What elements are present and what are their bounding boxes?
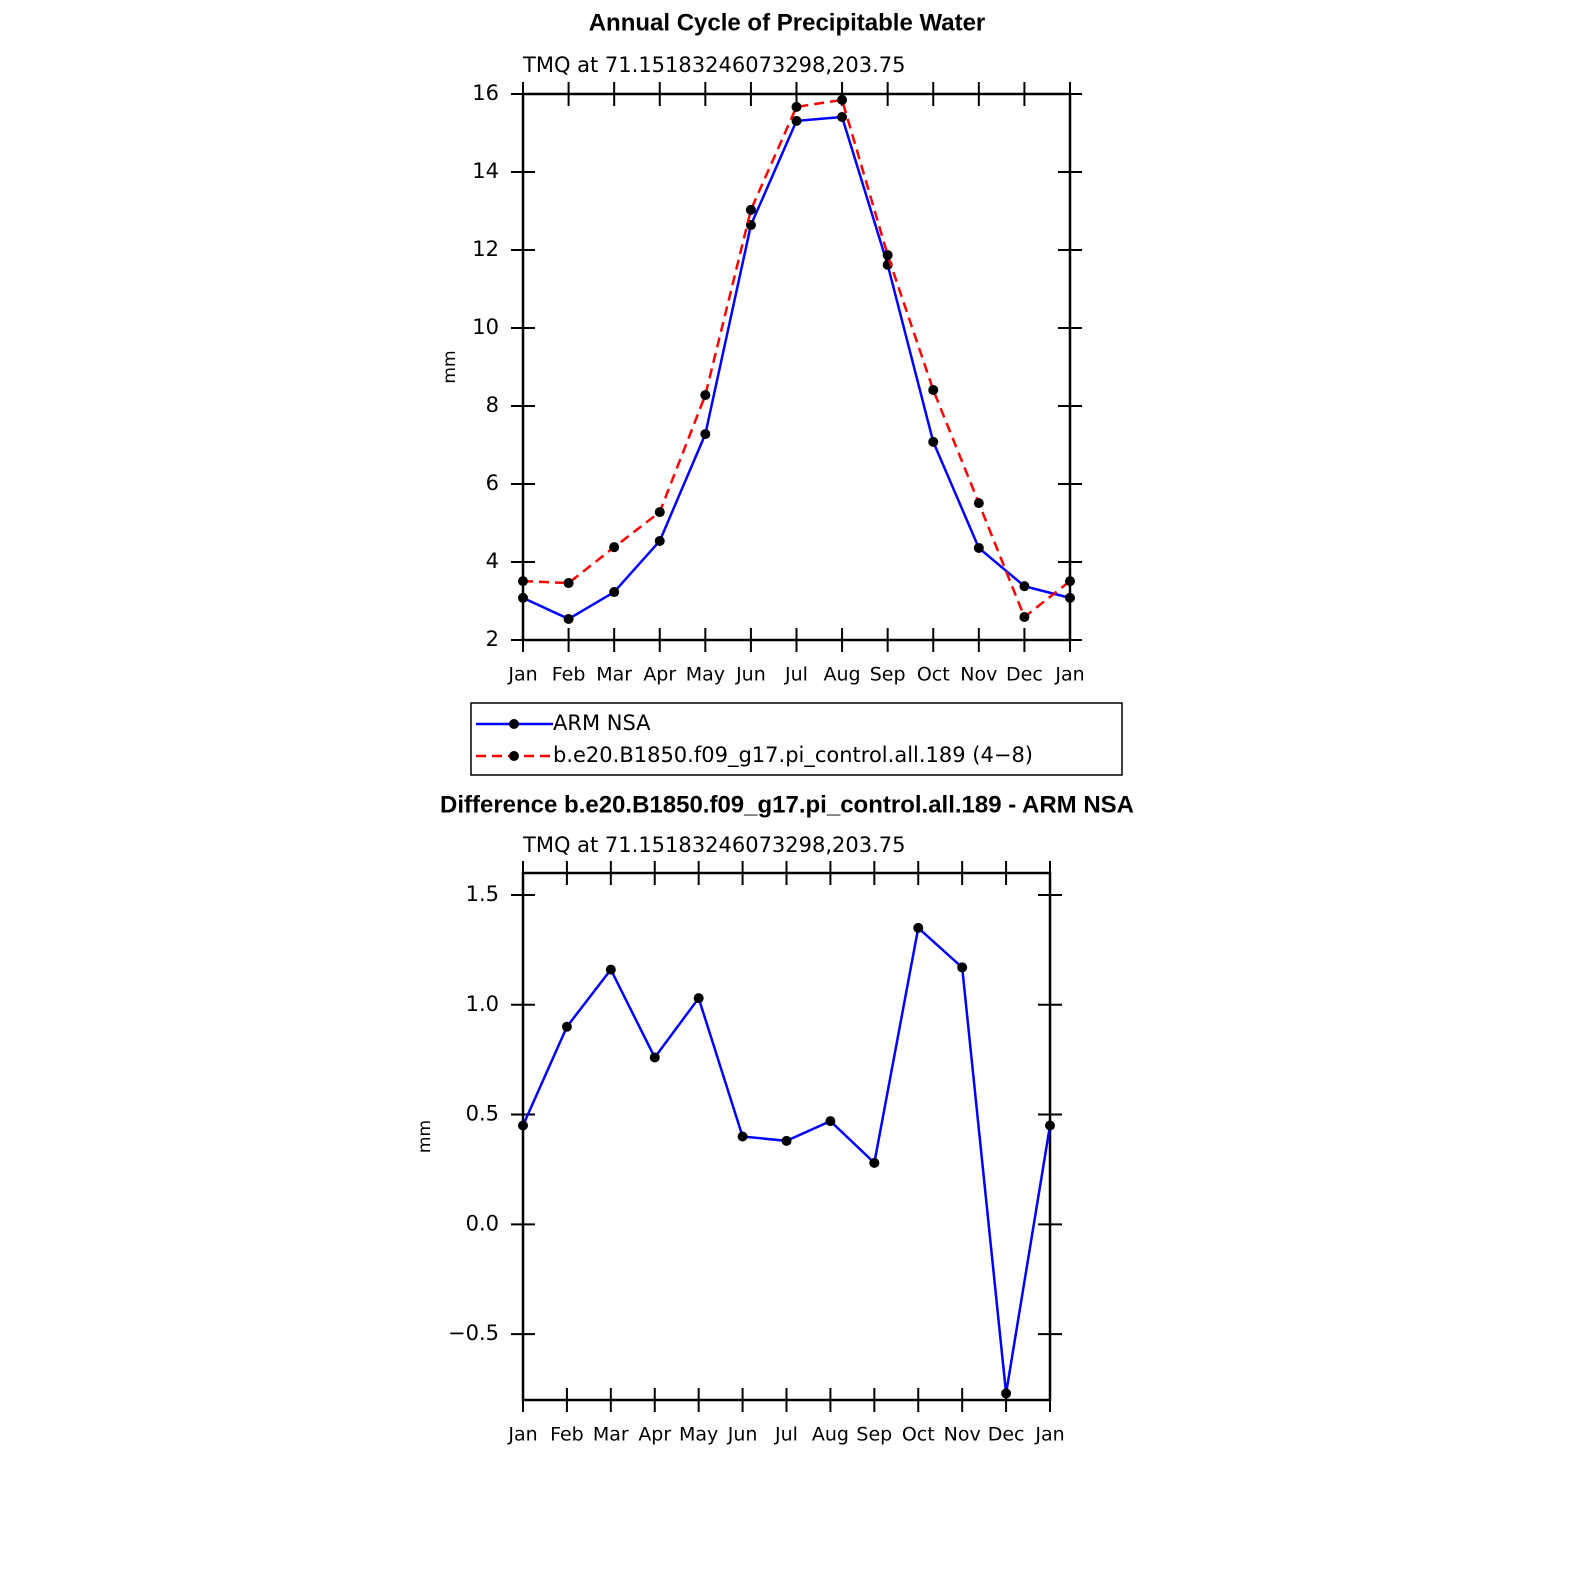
y-tick-label: 16 [472,81,499,105]
data-point [654,535,665,546]
x-tick-label: May [686,664,725,686]
data-point [928,385,939,396]
data-point [737,1131,748,1142]
x-tick-label: Jun [727,1424,758,1446]
data-point [837,112,848,123]
data-point [913,922,924,933]
data-point [973,498,984,509]
data-point [700,390,711,401]
data-point [791,101,802,112]
data-point [791,115,802,126]
x-tick-label: Apr [643,664,676,686]
x-tick-label: Oct [902,1424,935,1446]
data-point [825,1116,836,1127]
x-tick-label: Dec [1006,664,1043,686]
data-point [1001,1388,1012,1399]
y-axis-label: mm [440,350,460,383]
data-point [518,576,528,587]
y-tick-label: 14 [472,159,499,183]
data-point [882,250,893,261]
chart-subtitle: TMQ at 71.15183246073298,203.75 [522,53,906,77]
chart-title: Annual Cycle of Precipitable Water [589,9,986,36]
data-point [700,429,711,440]
data-point [869,1157,880,1168]
y-tick-label: 2 [486,627,499,651]
y-tick-label: 1.0 [466,992,499,1016]
x-tick-label: Aug [824,664,861,686]
legend-box [470,702,1123,776]
y-tick-label: 0.5 [466,1102,499,1126]
legend-marker [509,719,519,729]
chart-title: Difference b.e20.B1850.f09_g17.pi_contro… [440,791,1134,818]
data-point [1065,576,1075,587]
data-point [563,613,574,624]
x-tick-label: Sep [870,664,906,686]
legend-label: b.e20.B1850.f09_g17.pi_control.all.189 (… [553,743,1033,768]
x-tick-label: Sep [856,1424,892,1446]
chart-subtitle: TMQ at 71.15183246073298,203.75 [522,833,906,857]
x-tick-label: Nov [944,1424,981,1446]
data-line [522,115,1071,621]
data-point [561,1021,572,1032]
x-tick-label: Mar [596,664,632,686]
x-tick-label: Jan [1054,664,1084,686]
data-point [837,94,848,105]
data-point [518,592,528,603]
x-tick-label: Jan [1034,1424,1064,1446]
data-point [928,436,939,447]
x-tick-label: Feb [552,664,586,686]
y-tick-label: 1.5 [466,882,499,906]
x-tick-label: Nov [960,664,997,686]
data-line [522,98,1071,620]
x-tick-label: Jun [735,664,766,686]
data-point [1019,611,1030,622]
x-tick-label: Jan [507,664,537,686]
data-point [1045,1120,1055,1131]
x-tick-label: May [679,1424,718,1446]
data-point [957,962,968,973]
y-tick-label: 10 [472,315,499,339]
y-tick-label: 6 [486,471,499,495]
x-tick-label: Jul [784,664,808,686]
plot-frame [521,92,1072,642]
data-point [781,1135,792,1146]
y-tick-label: 0.0 [466,1211,499,1235]
y-axis-label: mm [415,1120,435,1153]
legend-marker [509,751,519,761]
y-tick-label: 12 [472,237,499,261]
x-tick-label: Dec [988,1424,1025,1446]
x-tick-label: Apr [638,1424,671,1446]
data-line [521,925,1052,1394]
legend-label: ARM NSA [553,711,651,735]
data-point [649,1052,660,1063]
y-tick-label: 8 [486,393,499,417]
x-tick-label: Jul [774,1424,798,1446]
data-point [1019,581,1030,592]
data-point [518,1120,528,1131]
x-tick-label: Aug [812,1424,849,1446]
x-tick-label: Jan [507,1424,537,1446]
x-tick-label: Feb [550,1424,584,1446]
data-point [693,993,704,1004]
data-point [745,204,756,215]
data-point [609,542,620,553]
x-tick-label: Oct [917,664,950,686]
data-point [605,964,616,975]
data-point [973,542,984,553]
data-point [609,587,620,598]
y-tick-label: −0.5 [448,1321,499,1345]
data-point [563,578,574,589]
data-point [1065,592,1075,603]
y-tick-label: 4 [486,549,499,573]
data-point [654,507,665,518]
x-tick-label: Mar [593,1424,629,1446]
